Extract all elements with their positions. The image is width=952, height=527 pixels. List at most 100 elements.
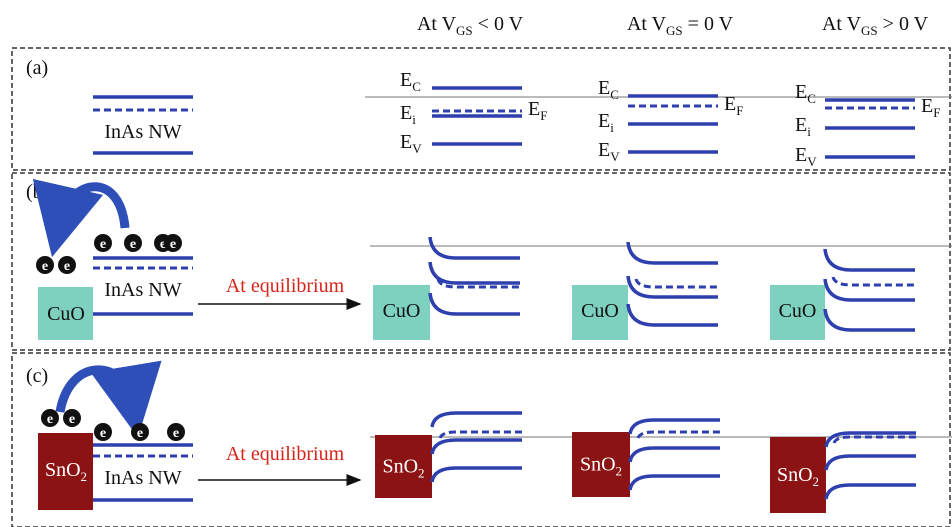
electron-label: e (100, 237, 106, 252)
column-header-sub: GS (456, 23, 473, 38)
band-label: Ei (400, 102, 416, 127)
column-header-post: < 0 V (473, 13, 524, 35)
contact-label-sub: 2 (616, 464, 623, 479)
electron-label: e (173, 426, 179, 441)
electron-label: e (69, 412, 75, 427)
contact-label-main: CuO (779, 300, 817, 322)
contact-label-main: CuO (47, 303, 85, 325)
electron-label: e (64, 259, 70, 274)
panel-label: (b) (26, 181, 49, 203)
band-label: Ei (795, 114, 811, 139)
material-label: InAs NW (104, 279, 181, 301)
band-curve (833, 277, 915, 285)
band-label-main: E (724, 93, 736, 115)
electron-label: e (137, 426, 143, 441)
band-label: EV (400, 131, 422, 156)
panel-label: (c) (26, 365, 48, 387)
contact-label-main: CuO (581, 300, 619, 322)
band-curve (630, 448, 720, 462)
contact-label-main: SnO (382, 456, 418, 478)
band-label-sub: C (610, 87, 619, 102)
band-label-sub: i (610, 120, 614, 135)
electron-label: e (100, 426, 106, 441)
band-label-sub: F (736, 103, 743, 118)
electron-label: e (170, 237, 176, 252)
column-header-main: At V (417, 13, 457, 35)
band-label: EC (598, 77, 619, 102)
band-curve (630, 476, 720, 490)
contact-label: CuO (47, 303, 85, 325)
band-label: EC (795, 81, 816, 106)
electron-label: e (42, 259, 48, 274)
band-curve (430, 293, 520, 314)
band-label-sub: F (540, 108, 547, 123)
transfer-arrow (60, 370, 132, 412)
band-label-sub: V (807, 154, 817, 169)
diagram: At VGS < 0 VAt VGS = 0 VAt VGS > 0 V(a)(… (0, 0, 952, 527)
column-header-main: At V (822, 13, 862, 35)
band-curve (825, 309, 915, 330)
contact-label: CuO (581, 300, 619, 322)
column-header-main: At V (627, 13, 667, 35)
band-curve (826, 456, 916, 470)
contact-label: CuO (779, 300, 817, 322)
band-curve (628, 304, 718, 325)
band-label-main: E (795, 144, 807, 166)
material-label: InAs NW (104, 121, 181, 143)
panel-label: (a) (26, 57, 48, 79)
arrow-label: At equilibrium (226, 443, 345, 465)
electron-label: e (130, 237, 136, 252)
column-header: At VGS < 0 V (417, 13, 524, 38)
band-curve (834, 437, 916, 443)
material-label: InAs NW (104, 467, 181, 489)
band-label-main: E (795, 81, 807, 103)
band-curve (430, 237, 520, 258)
band-label-main: E (598, 77, 610, 99)
column-header-post: = 0 V (683, 13, 734, 35)
contact-label-main: SnO (580, 454, 616, 476)
band-label: EF (528, 98, 547, 123)
band-label-sub: C (412, 79, 421, 94)
column-header-sub: GS (666, 23, 683, 38)
band-label-main: E (598, 110, 610, 132)
band-curve (628, 242, 718, 263)
transfer-arrow (60, 187, 125, 228)
column-header: At VGS = 0 V (627, 13, 734, 38)
band-label: Ei (598, 110, 614, 135)
band-label-sub: F (933, 105, 940, 120)
contact-label: CuO (383, 300, 421, 322)
column-header: At VGS > 0 V (822, 13, 929, 38)
electron-label: e (47, 412, 53, 427)
contact-label-sub: 2 (418, 466, 425, 481)
band-label-sub: i (412, 112, 416, 127)
band-curve (432, 468, 522, 482)
band-curve (825, 279, 915, 300)
band-curve (432, 440, 522, 454)
band-label-main: E (598, 139, 610, 161)
contact-label-main: SnO (777, 464, 813, 486)
band-curve (826, 433, 916, 447)
contact-label-sub: 2 (813, 474, 820, 489)
band-curve (636, 279, 718, 287)
band-label-main: E (795, 114, 807, 136)
band-label-main: E (400, 69, 412, 91)
column-header-sub: GS (861, 23, 878, 38)
band-label: EC (400, 69, 421, 94)
band-curve (826, 485, 916, 499)
column-header-post: > 0 V (878, 13, 929, 35)
band-label-sub: V (610, 149, 620, 164)
band-label-main: E (921, 95, 933, 117)
band-label-main: E (528, 98, 540, 120)
band-label: EF (921, 95, 940, 120)
contact-label-main: CuO (383, 300, 421, 322)
band-label-main: E (400, 102, 412, 124)
band-label-sub: V (412, 141, 422, 156)
band-curve (430, 262, 520, 283)
band-label-main: E (400, 131, 412, 153)
contact-label-sub: 2 (81, 469, 88, 484)
band-label: EV (795, 144, 817, 169)
band-label-sub: C (807, 91, 816, 106)
arrow-label: At equilibrium (226, 275, 345, 297)
contact-label-main: SnO (45, 459, 81, 481)
